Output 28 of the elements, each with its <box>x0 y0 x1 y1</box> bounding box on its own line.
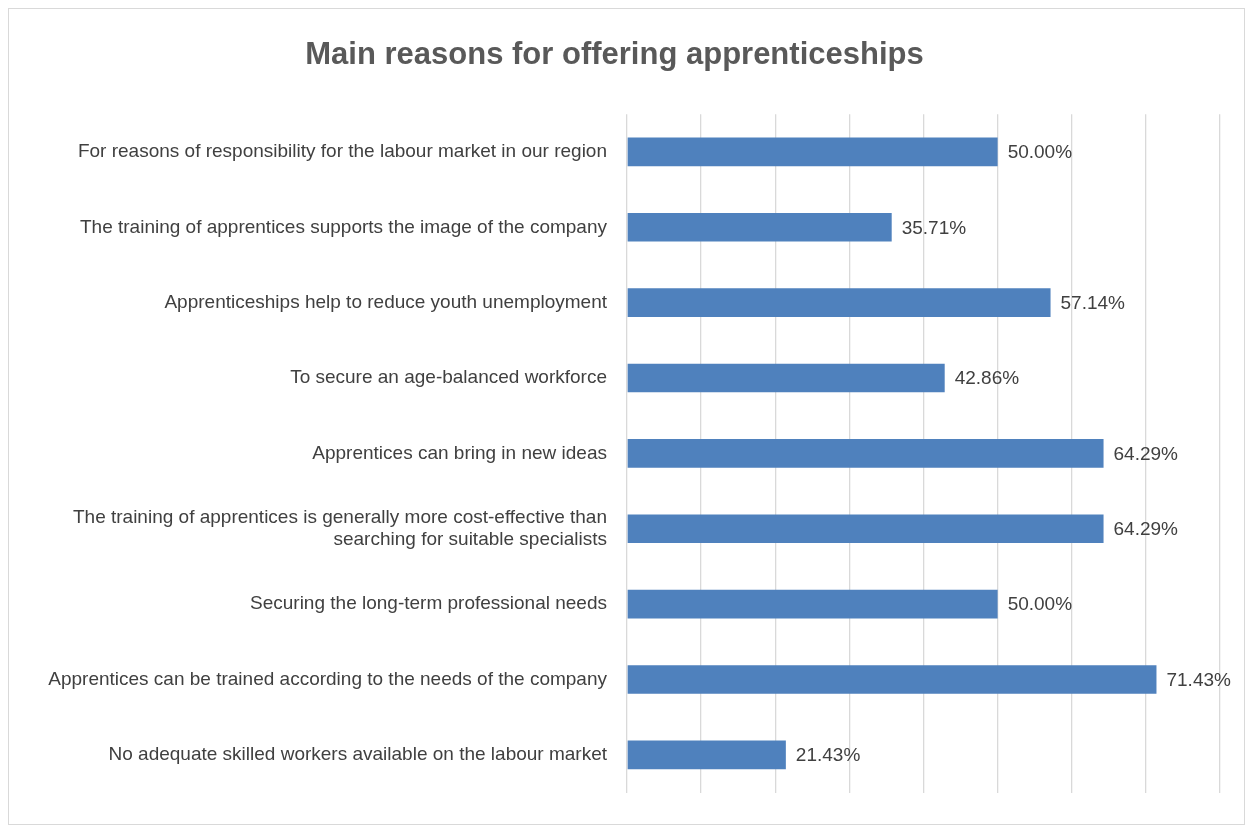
data-label: 35.71% <box>901 216 967 238</box>
data-label: 50.00% <box>1007 593 1073 615</box>
bar <box>627 288 1051 317</box>
bar <box>627 740 786 770</box>
data-label: 57.14% <box>1060 291 1126 313</box>
bar <box>627 137 998 167</box>
y-tick-label: Apprentices can be trained according to the needs of the company <box>48 667 608 689</box>
bar <box>627 665 1157 694</box>
data-label: 42.86% <box>954 367 1020 389</box>
data-label: 50.00% <box>1007 141 1073 163</box>
y-tick-label: Apprenticeships help to reduce youth unemployment <box>164 290 608 312</box>
y-tick-label: Securing the long-term professional needs <box>250 592 607 614</box>
y-tick-label: The training of apprentices supports the image of the company <box>79 215 608 237</box>
data-label: 71.43% <box>1166 668 1232 690</box>
bar <box>627 363 945 393</box>
data-label: 64.29% <box>1113 518 1179 540</box>
y-tick-label: The training of apprentices is generally more cost-effective than searching for suitable specialists <box>72 505 607 550</box>
y-tick-label: To secure an age-balanced workforce <box>290 366 607 388</box>
y-tick-label: No adequate skilled workers available on the labour market <box>108 743 608 765</box>
bar <box>627 212 892 242</box>
y-tick-label: For reasons of responsibility for the labour market in our region <box>77 140 607 162</box>
bar <box>627 439 1104 468</box>
data-label: 64.29% <box>1113 442 1179 464</box>
data-label: 21.43% <box>795 744 861 766</box>
chart-title: Main reasons for offering apprenticeships <box>305 36 924 72</box>
bar <box>627 589 998 619</box>
y-tick-label: Apprentices can bring in new ideas <box>312 441 607 463</box>
bar <box>627 514 1104 544</box>
